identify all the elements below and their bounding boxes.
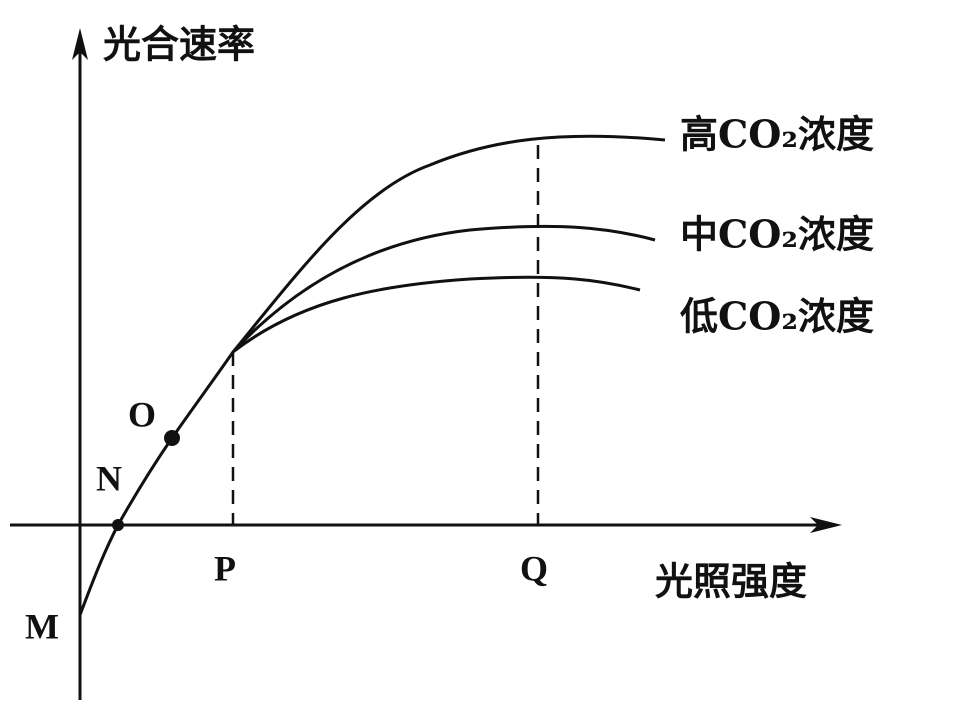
x-axis-label: 光照强度 (655, 559, 807, 604)
point-n (112, 519, 124, 531)
y-arrow (72, 28, 88, 60)
high-curve (78, 134, 666, 616)
point-label: N (96, 458, 122, 498)
low-curve (232, 275, 641, 354)
y-axis-label: 光合速率 (103, 22, 255, 67)
curve-label: 低CO₂浓度 (680, 294, 874, 339)
point-label: M (25, 606, 59, 646)
x-arrow (810, 517, 842, 533)
curve-label: 高CO₂浓度 (680, 112, 874, 157)
point-o (164, 430, 180, 446)
mid-curve (231, 224, 656, 354)
curve-label: 中CO₂浓度 (680, 212, 874, 257)
point-label: Q (520, 548, 548, 588)
point-label: P (214, 548, 236, 588)
point-label: O (128, 394, 156, 434)
